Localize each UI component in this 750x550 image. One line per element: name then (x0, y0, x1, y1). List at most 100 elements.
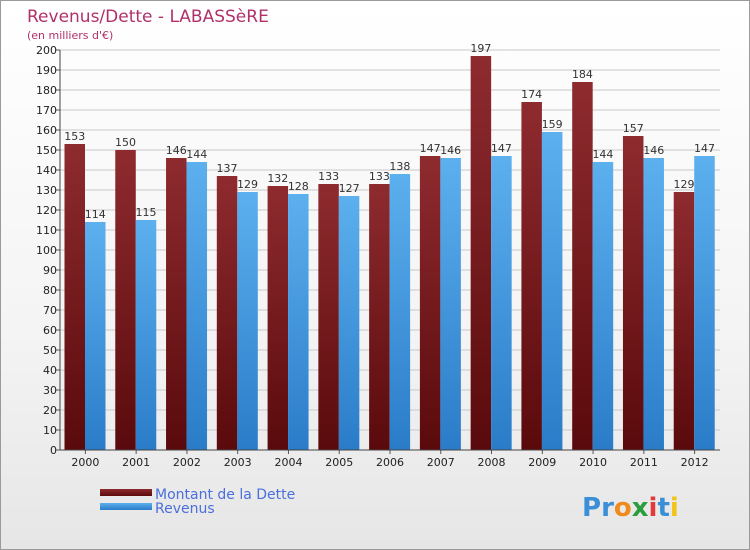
logo-letter: o (614, 493, 632, 523)
x-tick-label: 2006 (376, 456, 404, 469)
logo-letter: i (649, 493, 658, 523)
value-label: 133 (318, 170, 339, 183)
value-label: 137 (217, 162, 238, 175)
bar-dette-2011 (622, 136, 644, 450)
x-tick-label: 2004 (274, 456, 302, 469)
bar-revenus-2001 (135, 220, 157, 450)
bar-revenus-2012 (694, 156, 715, 450)
y-tick-label: 0 (50, 444, 57, 457)
x-tick-label: 2001 (122, 456, 150, 469)
legend-label-debt: Montant de la Dette (155, 487, 295, 503)
x-tick-label: 2002 (173, 456, 201, 469)
value-label: 138 (389, 160, 410, 173)
y-tick-label: 130 (36, 184, 57, 197)
value-label: 147 (420, 142, 441, 155)
legend-swatch-revenus (100, 503, 152, 510)
bar-revenus-2002 (186, 162, 208, 450)
bar-revenus-2007 (440, 158, 461, 450)
axes (59, 50, 720, 451)
chart-subtitle: (en milliers d'€) (27, 29, 113, 42)
value-label: 114 (85, 208, 106, 221)
logo-letter: r (601, 493, 614, 523)
bars (64, 56, 715, 450)
bar-dette-2001 (115, 150, 136, 450)
bar-revenus-2000 (85, 222, 106, 450)
y-tick-label: 100 (36, 244, 57, 257)
y-tick-label: 30 (43, 384, 57, 397)
x-tick-label: 2007 (427, 456, 455, 469)
bar-dette-2012 (673, 192, 695, 450)
y-tick-label: 10 (43, 424, 57, 437)
value-label: 132 (267, 172, 288, 185)
bar-revenus-2003 (237, 192, 258, 450)
y-tick-label: 70 (43, 304, 57, 317)
bar-revenus-2006 (389, 174, 411, 450)
legend-label-revenus: Revenus (155, 501, 215, 517)
logo-letter: t (657, 493, 669, 523)
bar-dette-2008 (470, 56, 492, 450)
y-tick-label: 90 (43, 264, 57, 277)
value-label: 157 (623, 122, 644, 135)
value-label: 115 (136, 206, 157, 219)
bar-dette-2002 (166, 158, 187, 450)
bar-dette-2006 (369, 184, 390, 450)
y-tick-label: 140 (36, 164, 57, 177)
x-tick-label: 2010 (579, 456, 607, 469)
x-tick-label: 2003 (224, 456, 252, 469)
y-tick-label: 120 (36, 204, 57, 217)
legend-swatch-debt (100, 489, 152, 496)
value-label: 153 (64, 130, 85, 143)
bar-revenus-2009 (541, 132, 563, 450)
bar-revenus-2011 (643, 158, 664, 450)
y-axis-ticks: 0 10 20 30 40 50 60 70 80 90 100 110 120 130 140 150 160… (36, 44, 60, 457)
bar-revenus-2008 (491, 156, 512, 450)
y-tick-label: 20 (43, 404, 57, 417)
value-label: 147 (491, 142, 512, 155)
bar-dette-2009 (521, 102, 542, 450)
x-tick-label: 2000 (71, 456, 99, 469)
x-tick-label: 2008 (478, 456, 506, 469)
y-tick-label: 170 (36, 104, 57, 117)
chart-title: Revenus/Dette - LABASSèRE (27, 7, 269, 27)
value-label: 128 (288, 180, 309, 193)
value-label: 197 (470, 42, 491, 55)
value-label: 144 (592, 148, 613, 161)
value-label: 144 (186, 148, 207, 161)
logo-letter: i (670, 493, 679, 523)
y-tick-label: 40 (43, 364, 57, 377)
value-label: 129 (237, 178, 258, 191)
x-axis-ticks: 2000 2001 2002 2003 2004 2005 2006 2007 2008 2009… (71, 450, 709, 469)
y-tick-label: 180 (36, 84, 57, 97)
y-tick-label: 50 (43, 344, 57, 357)
value-label: 184 (572, 68, 593, 81)
x-tick-label: 2005 (325, 456, 353, 469)
value-label: 174 (521, 88, 542, 101)
x-tick-label: 2011 (630, 456, 658, 469)
x-tick-label: 2012 (681, 456, 709, 469)
bar-revenus-2004 (288, 194, 309, 450)
y-tick-label: 80 (43, 284, 57, 297)
y-tick-label: 110 (36, 224, 57, 237)
bar-dette-2004 (267, 186, 289, 450)
y-tick-label: 60 (43, 324, 57, 337)
x-tick-label: 2009 (528, 456, 556, 469)
value-label: 127 (339, 182, 360, 195)
value-label: 146 (440, 144, 461, 157)
bar-revenus-2005 (338, 196, 360, 450)
bar-dette-2007 (419, 156, 441, 450)
y-tick-label: 150 (36, 144, 57, 157)
value-label: 129 (673, 178, 694, 191)
value-label: 150 (115, 136, 136, 149)
value-label: 146 (166, 144, 187, 157)
value-label: 159 (542, 118, 563, 131)
logo-letter: x (632, 493, 649, 523)
y-tick-label: 200 (36, 44, 57, 57)
bar-dette-2010 (572, 82, 593, 450)
value-label: 133 (369, 170, 390, 183)
bar-revenus-2010 (592, 162, 614, 450)
proxiti-logo: Proxiti (582, 493, 679, 523)
y-tick-label: 160 (36, 124, 57, 137)
logo-letter: P (582, 493, 601, 523)
legend: Montant de la Dette Revenus (100, 487, 295, 517)
